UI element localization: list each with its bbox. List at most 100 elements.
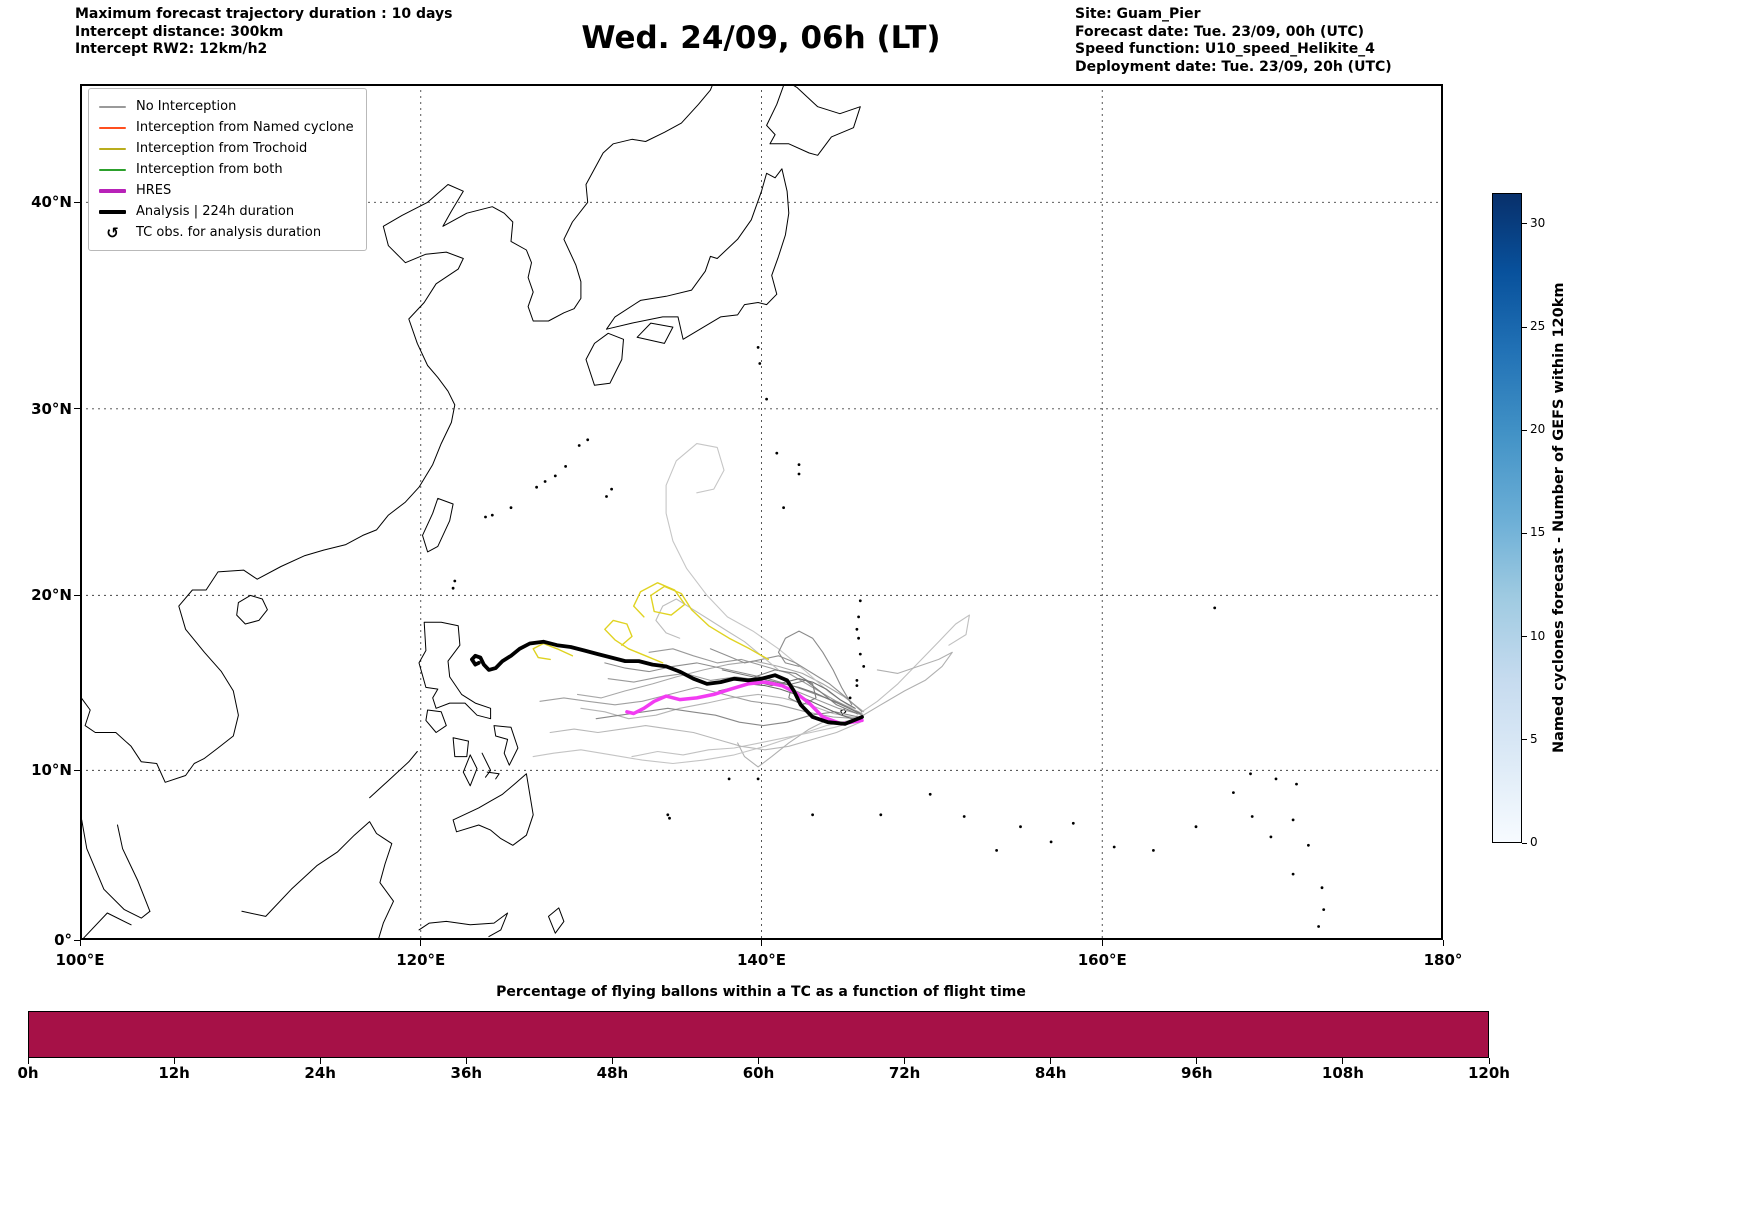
coastline	[81, 819, 151, 919]
island-dot	[727, 777, 731, 781]
figure-title: Wed. 24/09, 06h (LT)	[581, 20, 941, 56]
intercept-rw2-text: Intercept RW2: 12km/h2	[75, 41, 268, 57]
coastline	[585, 332, 624, 386]
legend-line-sample	[99, 188, 126, 193]
island-dot	[1320, 886, 1324, 890]
colorbar-tick-label: 15	[1530, 525, 1546, 540]
legend-item: Analysis | 224h duration	[99, 201, 354, 222]
island-dot	[577, 444, 581, 447]
flight-axis-tick-label: 12h	[158, 1064, 190, 1082]
legend-line-sample	[99, 105, 126, 108]
map-plot	[80, 84, 1443, 940]
flight-bar	[28, 1011, 1489, 1058]
rotate-ccw-icon: ↺	[106, 223, 119, 242]
coastline	[425, 709, 447, 733]
island-dot	[1019, 825, 1022, 829]
legend-line	[99, 188, 126, 193]
coastline	[766, 84, 861, 156]
coastline	[481, 752, 492, 778]
flight-axis-tick	[173, 1058, 175, 1064]
x-axis-tick-label: 160°E	[1077, 951, 1127, 969]
island-dot	[605, 495, 608, 498]
max-duration-text: Maximum forecast trajectory duration : 1…	[75, 6, 453, 22]
island-dot	[1269, 835, 1273, 839]
map-legend: No Interception Interception from Named c…	[88, 88, 367, 251]
legend-line-sample	[99, 168, 126, 171]
island-dot	[765, 397, 768, 401]
trajectory-gefs-14	[709, 648, 863, 713]
colorbar-tick	[1522, 636, 1527, 638]
coastline	[493, 725, 519, 766]
island-dot	[586, 438, 590, 442]
intercept-distance-text: Intercept distance: 300km	[75, 23, 284, 40]
flight-axis-tick	[758, 1058, 759, 1064]
trajectory-gefs-21	[777, 630, 853, 706]
colorbar-tick-label: 20	[1530, 422, 1546, 437]
y-axis-tick	[74, 769, 80, 771]
legend-line	[99, 168, 126, 171]
island-dot	[1307, 843, 1310, 847]
y-axis-tick-label: 0°	[54, 931, 72, 949]
map-canvas	[80, 84, 1443, 940]
colorbar-tick-label: 5	[1530, 731, 1538, 746]
island-dot	[775, 451, 779, 455]
flight-axis-tick-label: 72h	[888, 1064, 921, 1082]
island-dot	[543, 480, 547, 483]
island-dot	[553, 474, 557, 478]
coastline	[486, 771, 500, 780]
island-dot	[1291, 872, 1295, 876]
flight-axis-tick	[1342, 1058, 1344, 1064]
trajectory-gefs-04	[631, 719, 860, 758]
island-dot	[995, 849, 998, 852]
trajectory-gefs-06	[665, 443, 856, 711]
trajectory-gefs-12	[549, 721, 861, 751]
legend-line-sample	[99, 147, 126, 150]
island-dot	[453, 579, 457, 583]
legend-label: HRES	[136, 183, 172, 198]
y-axis-tick-label: 20°N	[31, 586, 72, 605]
legend-item: Interception from both	[99, 159, 354, 180]
tc-obs-symbol-icon: ↺	[99, 224, 126, 242]
island-dot	[1112, 845, 1116, 849]
forecast-date-text: Forecast date: Tue. 23/09, 00h (UTC)	[1075, 23, 1365, 40]
colorbar-tick	[1522, 326, 1527, 328]
coastline	[369, 751, 418, 799]
island-dot	[848, 696, 852, 700]
legend-item: Interception from Named cyclone	[99, 117, 354, 138]
island-dot	[855, 684, 859, 687]
island-dot	[509, 506, 513, 510]
island-dot	[855, 679, 859, 682]
island-dot	[858, 652, 862, 656]
legend-line	[99, 126, 126, 129]
coastline	[452, 773, 534, 846]
colorbar-tick-label: 0	[1530, 835, 1538, 849]
x-axis-tick	[1101, 940, 1103, 946]
island-dot	[1232, 791, 1235, 794]
island-dot	[1322, 908, 1326, 911]
trajectory-gefs-01	[607, 672, 865, 716]
trajectory-Analysis	[469, 639, 864, 726]
y-axis-tick-label: 40°N	[31, 193, 72, 212]
flight-axis-tick-label: 60h	[742, 1064, 775, 1082]
x-axis-tick-label: 100°E	[55, 951, 105, 969]
island-dot	[1049, 840, 1053, 844]
island-dot	[564, 465, 567, 468]
flight-axis-tick	[27, 1058, 29, 1064]
coastline	[82, 912, 132, 939]
legend-line	[99, 209, 126, 214]
legend-label: No Interception	[136, 99, 237, 114]
x-axis-tick-label: 180°	[1423, 951, 1463, 969]
island-dot	[928, 792, 932, 796]
colorbar-tick-label: 25	[1530, 319, 1546, 334]
trajectory-trochoid-1	[633, 582, 769, 661]
legend-label: Analysis | 224h duration	[136, 204, 295, 219]
island-dot	[758, 362, 762, 365]
legend-label: Interception from Named cyclone	[136, 120, 354, 135]
colorbar-tick-label: 30	[1530, 215, 1546, 230]
flight-axis-tick-label: 48h	[596, 1064, 629, 1082]
coastline	[548, 907, 565, 934]
island-dot	[535, 485, 538, 489]
trajectory-trochoid-3	[532, 642, 574, 661]
legend-label: TC obs. for analysis duration	[136, 225, 322, 240]
